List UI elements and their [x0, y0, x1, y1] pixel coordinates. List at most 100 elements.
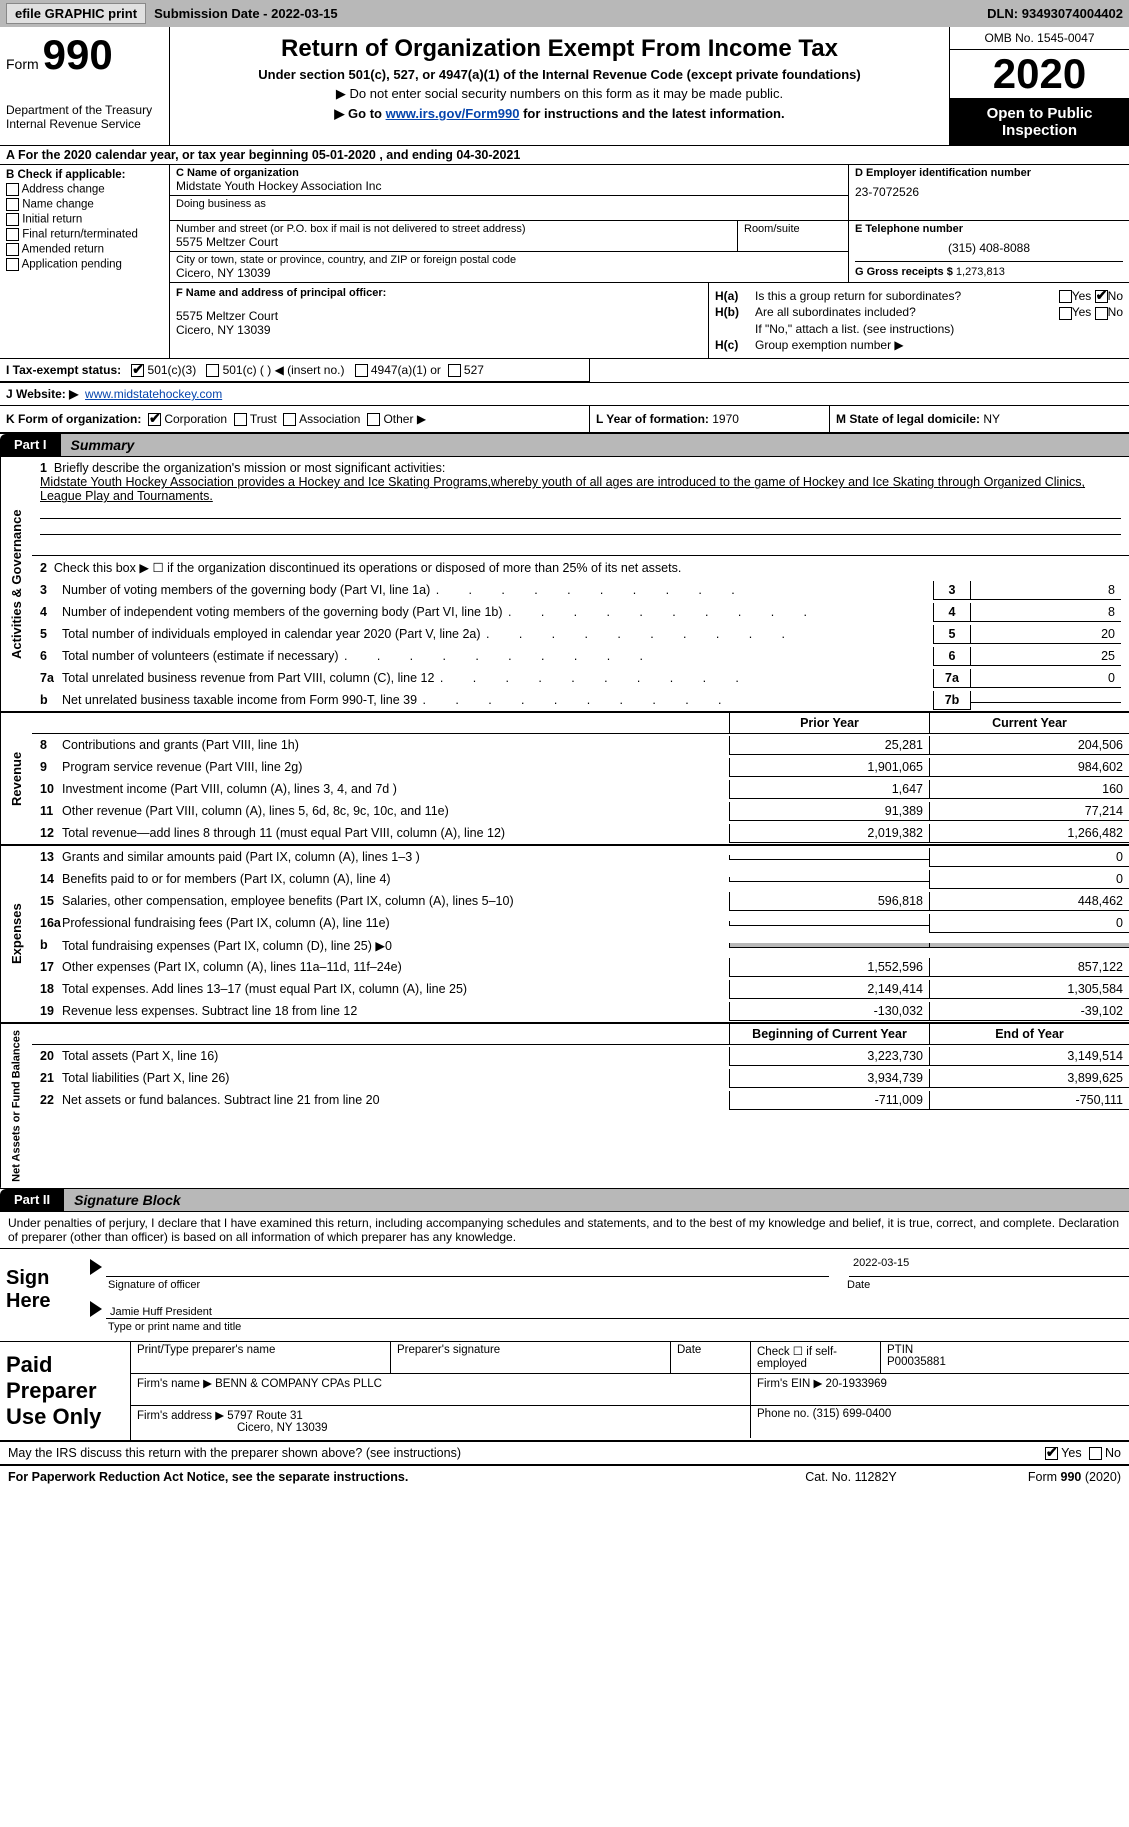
row-num: 18 — [32, 982, 62, 996]
instructions-link-line: ▶ Go to www.irs.gov/Form990 for instruct… — [176, 106, 943, 122]
row-box: 5 — [933, 625, 971, 644]
row-text: Grants and similar amounts paid (Part IX… — [62, 850, 729, 864]
box-f: F Name and address of principal officer:… — [170, 283, 709, 358]
firm-addr2: Cicero, NY 13039 — [137, 1422, 744, 1434]
corp-checkbox[interactable] — [148, 413, 161, 426]
check-final-return[interactable]: Final return/terminated — [6, 228, 163, 241]
data-row-17: 17Other expenses (Part IX, column (A), l… — [32, 956, 1129, 978]
discuss-yes-checkbox[interactable] — [1045, 1447, 1058, 1460]
current-value: 3,899,625 — [929, 1069, 1129, 1088]
gov-row-7b: bNet unrelated business taxable income f… — [32, 689, 1129, 711]
prep-print-name-header: Print/Type preparer's name — [131, 1342, 391, 1373]
room-label: Room/suite — [744, 223, 842, 235]
revenue-header: Prior Year Current Year — [32, 713, 1129, 734]
gov-row-4: 4Number of independent voting members of… — [32, 601, 1129, 623]
col-end-year: End of Year — [929, 1024, 1129, 1044]
prior-value — [729, 921, 929, 926]
hb-yes-checkbox[interactable] — [1059, 307, 1072, 320]
data-row-8: 8Contributions and grants (Part VIII, li… — [32, 734, 1129, 756]
blank-line — [40, 535, 1121, 551]
row-text: Program service revenue (Part VIII, line… — [62, 760, 729, 774]
check-app-pending[interactable]: Application pending — [6, 258, 163, 271]
row-num: 5 — [40, 627, 62, 641]
hb-no-checkbox[interactable] — [1095, 307, 1108, 320]
row-text: Total assets (Part X, line 16) — [62, 1049, 729, 1063]
row-text: Other expenses (Part IX, column (A), lin… — [62, 960, 729, 974]
part1-title: Summary — [61, 434, 1129, 456]
part1-expenses: Expenses 13Grants and similar amounts pa… — [0, 846, 1129, 1024]
row-text: Number of voting members of the governin… — [62, 583, 933, 597]
paid-preparer-label: Paid Preparer Use Only — [0, 1342, 130, 1440]
arrow-icon — [90, 1259, 102, 1275]
data-row-b: bTotal fundraising expenses (Part IX, co… — [32, 934, 1129, 956]
trust-checkbox[interactable] — [234, 413, 247, 426]
officer-signature-field[interactable] — [106, 1257, 829, 1277]
current-value: 0 — [929, 914, 1129, 933]
efile-print-button[interactable]: efile GRAPHIC print — [6, 3, 146, 24]
data-row-20: 20Total assets (Part X, line 16)3,223,73… — [32, 1045, 1129, 1067]
ssn-note: ▶ Do not enter social security numbers o… — [176, 86, 943, 102]
ptin-header: PTIN — [887, 1344, 1123, 1356]
ha-text: Is this a group return for subordinates? — [755, 289, 1059, 303]
submission-date-label: Submission Date - — [154, 6, 271, 21]
data-row-11: 11Other revenue (Part VIII, column (A), … — [32, 800, 1129, 822]
line-a-tax-year: A For the 2020 calendar year, or tax yea… — [0, 146, 1129, 165]
dln-value: 93493074004402 — [1022, 6, 1123, 21]
row-fh: F Name and address of principal officer:… — [170, 283, 1129, 358]
4947-checkbox[interactable] — [355, 364, 368, 377]
firm-addr-label: Firm's address ▶ — [137, 1410, 224, 1422]
discuss-no-checkbox[interactable] — [1089, 1447, 1102, 1460]
gross-receipts: G Gross receipts $ 1,273,813 — [855, 266, 1123, 278]
officer-addr2: Cicero, NY 13039 — [176, 323, 702, 337]
row-num: b — [32, 938, 62, 952]
form-number: Form 990 — [6, 31, 163, 79]
instructions-link[interactable]: www.irs.gov/Form990 — [386, 106, 520, 121]
row-num: 7a — [40, 671, 62, 685]
check-initial-return[interactable]: Initial return — [6, 213, 163, 226]
city-label: City or town, state or province, country… — [176, 254, 842, 266]
check-amended-return[interactable]: Amended return — [6, 243, 163, 256]
row-text: Total fundraising expenses (Part IX, col… — [62, 938, 729, 953]
part2-tab: Part II — [0, 1189, 64, 1211]
row-value: 25 — [971, 647, 1121, 666]
prior-value: 2,149,414 — [729, 980, 929, 999]
arrow-icon — [90, 1301, 102, 1317]
row-num: 4 — [40, 605, 62, 619]
row-text: Net assets or fund balances. Subtract li… — [62, 1093, 729, 1107]
current-value: 857,122 — [929, 958, 1129, 977]
form-id: Form 990 (2020) — [941, 1470, 1121, 1484]
check-address-change[interactable]: Address change — [6, 183, 163, 196]
box-c: C Name of organization Midstate Youth Ho… — [170, 165, 849, 220]
form-subtitle: Under section 501(c), 527, or 4947(a)(1)… — [176, 67, 943, 82]
assoc-checkbox[interactable] — [283, 413, 296, 426]
check-name-change[interactable]: Name change — [6, 198, 163, 211]
row-value: 0 — [971, 669, 1121, 688]
prep-date-header: Date — [671, 1342, 751, 1373]
ha-no-checkbox[interactable] — [1095, 290, 1108, 303]
data-row-22: 22Net assets or fund balances. Subtract … — [32, 1089, 1129, 1111]
prior-value: -130,032 — [729, 1002, 929, 1021]
501c3-checkbox[interactable] — [131, 364, 144, 377]
527-checkbox[interactable] — [448, 364, 461, 377]
other-checkbox[interactable] — [367, 413, 380, 426]
part2-title: Signature Block — [64, 1189, 1129, 1211]
header-left: Form 990 Department of the Treasury Inte… — [0, 27, 170, 145]
row-box: 6 — [933, 647, 971, 666]
gross-receipts-value: 1,273,813 — [956, 266, 1005, 278]
data-row-10: 10Investment income (Part VIII, column (… — [32, 778, 1129, 800]
501c-checkbox[interactable] — [206, 364, 219, 377]
firm-name-label: Firm's name ▶ — [137, 1378, 212, 1390]
website-link[interactable]: www.midstatehockey.com — [85, 387, 222, 401]
box-k-label: K Form of organization: — [6, 412, 141, 426]
prep-sig-header: Preparer's signature — [391, 1342, 671, 1373]
q1-text: Briefly describe the organization's miss… — [54, 461, 445, 475]
box-e: E Telephone number (315) 408-8088 G Gros… — [849, 221, 1129, 282]
row-num: 3 — [40, 583, 62, 597]
current-value: 0 — [929, 870, 1129, 889]
current-value: 448,462 — [929, 892, 1129, 911]
ha-yes-checkbox[interactable] — [1059, 290, 1072, 303]
netassets-rows: 20Total assets (Part X, line 16)3,223,73… — [32, 1045, 1129, 1111]
prep-phone-label: Phone no. — [757, 1408, 813, 1420]
hb-text: Are all subordinates included? — [755, 305, 1059, 319]
prior-value — [729, 877, 929, 882]
